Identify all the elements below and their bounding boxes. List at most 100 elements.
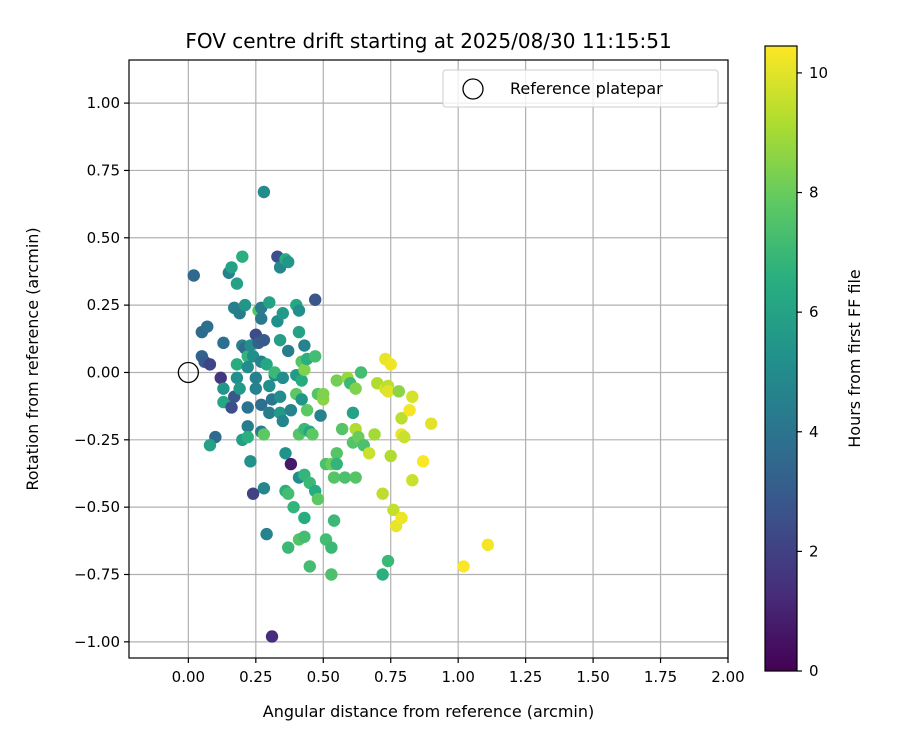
y-tick-label: 1.00 [87,94,120,112]
data-point [368,428,381,441]
data-point [292,325,306,339]
colorbar-tick-label: 6 [809,303,819,321]
data-point [308,350,322,363]
data-point [406,390,419,403]
x-tick-label: 0.25 [239,668,272,686]
data-point [300,403,314,417]
legend-box [442,69,719,108]
data-point [376,568,389,581]
data-point [398,430,411,444]
data-point [217,336,230,350]
data-point [263,406,276,420]
data-point [187,269,200,282]
data-point [276,414,289,428]
y-axis-ticks: 1.00 0.75 0.50 0.25 0.00 −0.25 −0.50 −0.75 −1.00 [74,94,129,651]
y-tick-label: −0.25 [74,431,120,449]
y-axis-label: Rotation from reference (arcmin) [23,227,42,490]
colorbar [765,46,797,671]
data-point [354,366,368,379]
legend-marker-reference [462,78,484,100]
chart-title: FOV centre drift starting at 2025/08/30 … [185,29,671,53]
data-point [406,474,419,487]
data-point [273,333,287,347]
y-tick-label: −0.75 [74,565,120,583]
data-point [376,487,389,500]
colorbar-tick-label: 8 [809,184,819,202]
data-point [295,374,308,387]
colorbar-tick-label: 0 [809,662,819,680]
data-point [257,428,271,441]
x-tick-label: 1.00 [441,668,474,686]
data-point [481,538,495,552]
data-point [287,500,300,514]
y-tick-label: 0.00 [87,363,120,381]
data-point [281,255,295,269]
colorbar-frame [764,45,798,672]
y-tick-label: 0.75 [87,161,120,179]
data-point [298,339,311,352]
data-point [230,371,244,385]
data-point [403,403,416,417]
x-tick-label: 1.75 [644,668,677,686]
data-point [327,514,341,527]
colorbar-tick-label: 4 [809,423,819,441]
data-point [346,406,360,420]
x-tick-label: 1.50 [576,668,609,686]
data-point [255,312,268,325]
data-point [214,371,227,385]
y-tick-label: −0.50 [74,498,120,516]
colorbar-ticks: 0 2 4 6 8 10 [797,64,828,680]
data-point [395,412,408,425]
plot-frame [128,59,729,659]
data-point [384,449,397,463]
data-point [292,304,306,317]
data-point [317,387,330,401]
data-point [265,630,279,643]
data-point [311,492,325,506]
data-point [362,447,376,460]
colorbar-label: Hours from first FF file [845,269,864,448]
data-point [263,379,276,393]
y-tick-label: 0.25 [87,296,120,314]
reference-platepar-marker [177,361,200,384]
data-point [281,344,295,358]
data-point [308,293,322,306]
data-point [260,527,273,541]
y-tick-label: −1.00 [74,633,120,651]
x-axis-ticks: 0.00 0.25 0.50 0.75 1.00 1.25 1.50 1.75 2.00 [172,658,745,686]
data-point [279,447,292,460]
data-point [416,455,430,468]
data-point [381,554,395,568]
colorbar-tick-label: 10 [809,64,828,82]
data-point [314,409,327,422]
x-axis-label: Angular distance from reference (arcmin) [263,702,594,721]
data-point [273,390,287,403]
data-point [233,382,246,395]
data-point [249,371,263,385]
data-point [392,385,406,398]
data-point [236,250,249,263]
data-point [325,541,338,554]
data-point [330,447,343,460]
x-tick-label: 0.50 [307,668,340,686]
data-point [203,358,217,371]
data-point [424,417,438,430]
data-point [241,360,254,374]
x-tick-label: 1.25 [509,668,542,686]
data-point [298,530,311,543]
data-point [338,471,352,484]
x-tick-label: 0.00 [172,668,205,686]
data-point [306,428,319,441]
data-point [230,277,244,290]
data-point [298,363,311,376]
data-point [330,457,343,471]
data-point [387,503,400,517]
data-point [281,487,295,500]
data-point [395,511,408,525]
data-point [335,422,349,436]
data-point [303,560,316,573]
data-point [241,430,254,444]
data-point [255,398,268,411]
data-point [201,320,214,333]
data-point [263,296,276,309]
